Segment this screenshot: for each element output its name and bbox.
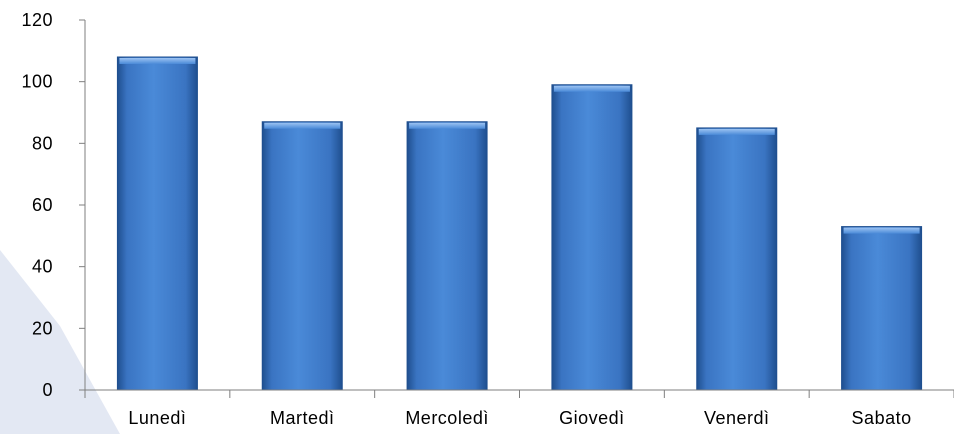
- y-tick-label: 100: [21, 72, 53, 92]
- bar-highlight: [409, 122, 486, 129]
- background-decor-shape: [0, 250, 120, 434]
- bar-body: [696, 127, 778, 391]
- y-tick-label: 120: [21, 10, 53, 30]
- bar-body: [261, 121, 343, 391]
- bar: [261, 121, 343, 391]
- axes: [79, 19, 954, 398]
- bar-body: [551, 84, 633, 391]
- bar-highlight: [553, 85, 630, 92]
- y-tick-label: 40: [32, 257, 53, 277]
- bar: [841, 226, 923, 391]
- y-tick-label: 60: [32, 195, 53, 215]
- tick-labels: Lunedì Martedì Mercoledì Giovedì Venerdì Saba…: [21, 10, 911, 428]
- bar: [406, 121, 488, 391]
- bar: [116, 56, 198, 391]
- x-tick-label: Sabato: [852, 408, 912, 428]
- bar-highlight: [698, 128, 775, 135]
- x-tick-label: Venerdì: [704, 408, 770, 428]
- bar: [696, 127, 778, 391]
- bar-highlight: [843, 227, 920, 234]
- bar-highlight: [119, 58, 196, 64]
- x-tick-label: Lunedì: [128, 408, 186, 428]
- y-tick-label: 20: [32, 318, 53, 338]
- bar-body: [116, 56, 198, 391]
- x-tick-label: Martedì: [270, 408, 335, 428]
- x-tick-label: Giovedì: [559, 408, 625, 428]
- bars-layer: [116, 56, 923, 391]
- bar-highlight: [264, 122, 341, 129]
- y-tick-label: 80: [32, 133, 53, 153]
- bar-body: [406, 121, 488, 391]
- x-tick-label: Mercoledì: [405, 408, 489, 428]
- bar: [551, 84, 633, 391]
- y-tick-label: 0: [42, 380, 53, 400]
- bar-body: [841, 226, 923, 391]
